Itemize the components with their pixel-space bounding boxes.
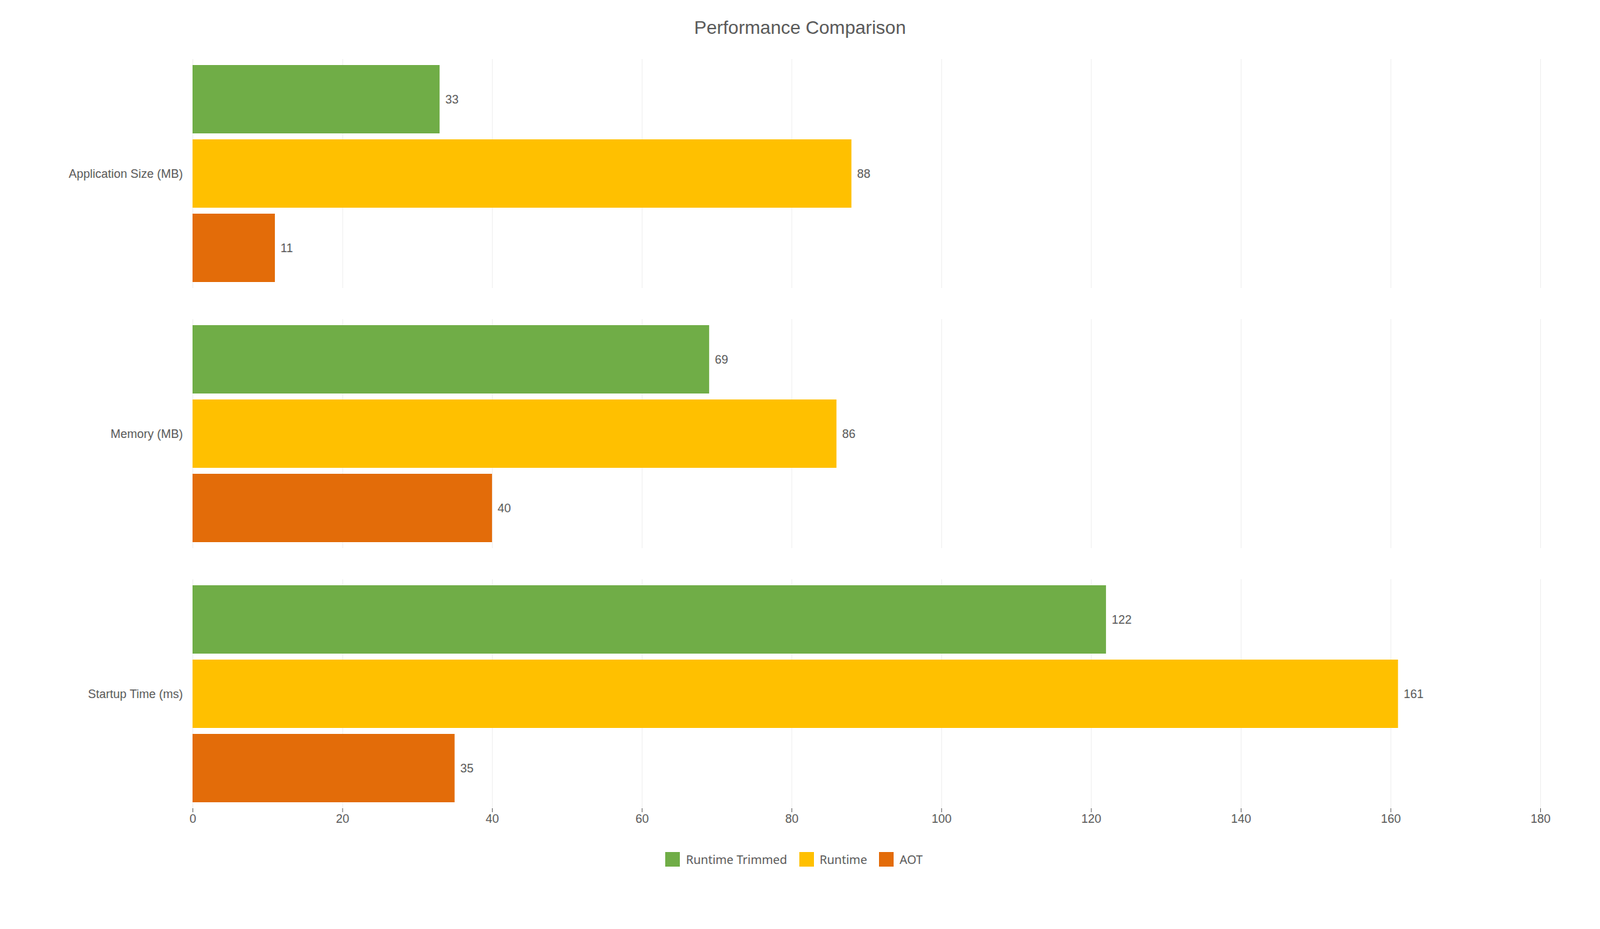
svg-text:140: 140 — [1230, 812, 1251, 826]
html-text:Performance Comparison: Performance Comparison — [694, 17, 906, 38]
svg-text:80: 80 — [785, 812, 799, 826]
svg-text:120: 120 — [1081, 812, 1102, 826]
svg-text:Startup Time (ms): Startup Time (ms) — [87, 687, 183, 702]
svg-text:88: 88 — [857, 167, 871, 181]
svg-text:100: 100 — [931, 812, 952, 826]
svg-text:11: 11 — [280, 241, 294, 255]
html-text:AOT: AOT — [899, 851, 923, 868]
svg-text:Application Size (MB): Application Size (MB) — [68, 167, 183, 181]
svg-text:20: 20 — [335, 812, 350, 826]
svg-text:161: 161 — [1403, 687, 1424, 702]
svg-text:60: 60 — [635, 812, 649, 826]
svg-text:40: 40 — [485, 812, 500, 826]
svg-text:160: 160 — [1380, 812, 1401, 826]
svg-text:40: 40 — [497, 501, 512, 516]
svg-text:33: 33 — [445, 92, 459, 107]
html-text:Runtime Trimmed: Runtime Trimmed — [685, 851, 788, 868]
svg-text:69: 69 — [715, 353, 729, 367]
html-text:Runtime: Runtime — [819, 851, 868, 868]
svg-text:0: 0 — [189, 812, 196, 826]
svg-text:86: 86 — [841, 427, 856, 441]
svg-text:Memory (MB): Memory (MB) — [110, 427, 184, 441]
svg-text:180: 180 — [1530, 812, 1551, 826]
svg-text:35: 35 — [460, 762, 474, 776]
svg-text:122: 122 — [1111, 613, 1132, 627]
